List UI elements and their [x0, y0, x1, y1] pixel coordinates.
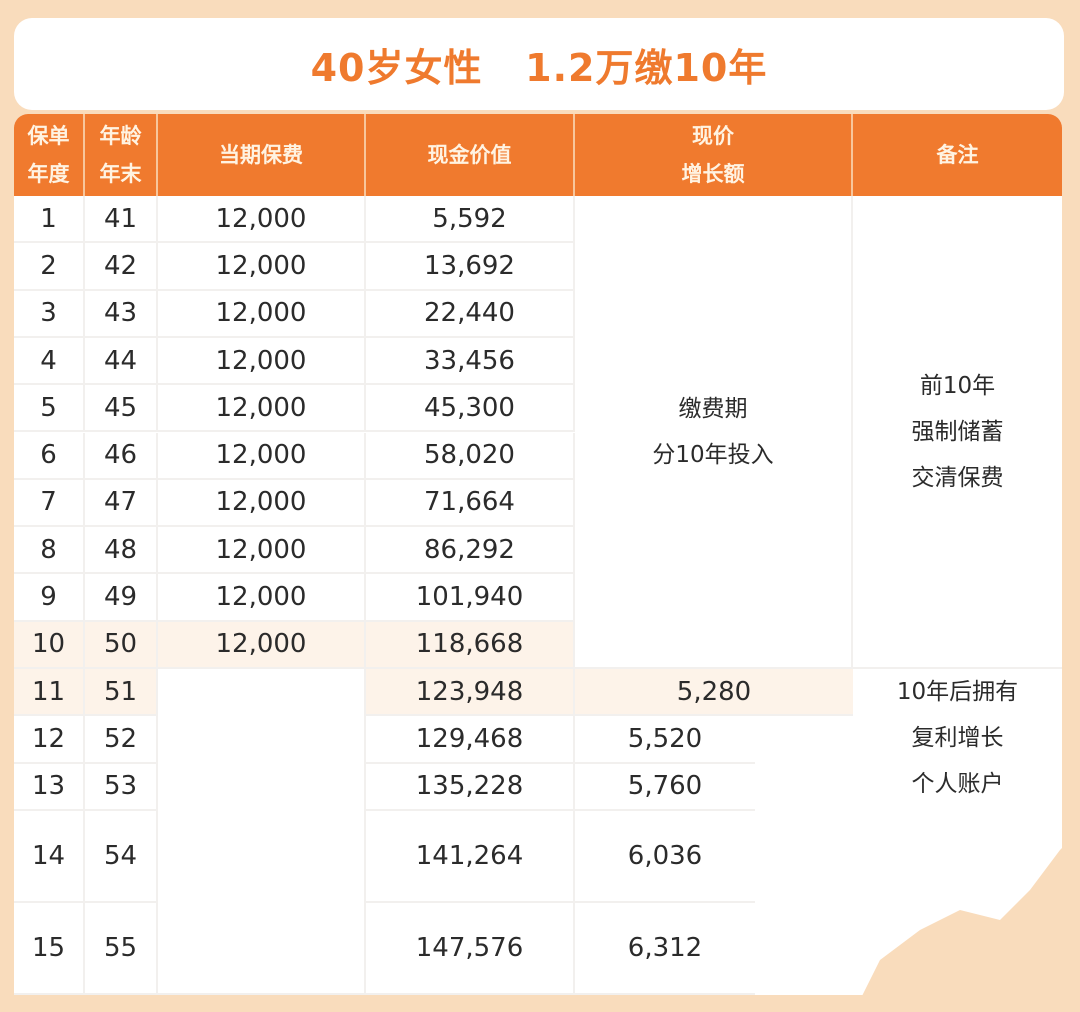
remark-merged-after-10-years: 10年后拥有 复利增长 个人账户: [853, 669, 1062, 811]
cell-growth: 5,520: [575, 716, 755, 764]
remark-merged-first-10-years: 前10年 强制储蓄 交清保费: [853, 196, 1062, 669]
cell-age: 47: [85, 479, 158, 528]
cell-age: 54: [85, 810, 158, 903]
cell-age: 41: [85, 196, 158, 244]
cell-cash-value: 101,940: [366, 574, 575, 622]
cell-policy-year: 9: [14, 574, 85, 622]
cell-age: 43: [85, 290, 158, 338]
cell-age: 50: [85, 621, 158, 669]
cell-policy-year: 3: [14, 290, 85, 338]
header-line: 备注: [936, 143, 979, 167]
header-line: 当期保费: [219, 143, 303, 167]
header-line: 现价: [692, 124, 734, 148]
cell-age: 52: [85, 716, 158, 764]
cell-premium: 12,000: [158, 527, 366, 575]
header-premium: 当期保费: [158, 114, 366, 196]
header-line: 年末: [99, 162, 142, 186]
note-line: 前10年: [919, 372, 996, 399]
cell-policy-year: 12: [14, 716, 85, 764]
header-policy-year: 保单 年度: [14, 114, 85, 196]
cell-policy-year: 2: [14, 243, 85, 291]
cash-value-table: 保单 年度 年龄 年末 当期保费 现金价值 现价 增长额 备注 缴费期 分10年…: [14, 114, 1062, 995]
cell-cash-value: 86,292: [366, 527, 575, 575]
cell-premium: 12,000: [158, 621, 366, 669]
cell-cash-value: 141,264: [366, 810, 575, 903]
cell-growth: 5,760: [575, 764, 755, 811]
cell-premium: 12,000: [158, 243, 366, 291]
header-line: 保单: [27, 124, 70, 148]
cell-age: 55: [85, 902, 158, 995]
cell-premium: 12,000: [158, 196, 366, 244]
title-card: 40岁女性 1.2万缴10年: [14, 18, 1064, 110]
growth-merged-payment-period: 缴费期 分10年投入: [575, 196, 853, 669]
note-line: 强制储蓄: [911, 418, 1004, 445]
note-line: 复利增长: [911, 725, 1004, 751]
cell-age: 44: [85, 337, 158, 386]
cell-premium: 12,000: [158, 385, 366, 433]
cell-age: 45: [85, 385, 158, 433]
cell-cash-value: 135,228: [366, 763, 575, 811]
note-line: 分10年投入: [652, 441, 774, 468]
cell-policy-year: 15: [14, 902, 85, 995]
cell-policy-year: 6: [14, 432, 85, 480]
cell-policy-year: 13: [14, 763, 85, 811]
header-cash-value: 现金价值: [366, 114, 575, 196]
header-line: 增长额: [681, 162, 745, 186]
cell-policy-year: 7: [14, 479, 85, 528]
header-line: 年度: [27, 162, 70, 186]
cell-policy-year: 11: [14, 669, 85, 717]
premium-empty-merged: [158, 669, 366, 995]
cell-age: 49: [85, 574, 158, 622]
header-remark: 备注: [853, 114, 1062, 196]
cell-policy-year: 4: [14, 337, 85, 386]
cell-cash-value: 13,692: [366, 243, 575, 291]
cell-cash-value: 58,020: [366, 432, 575, 480]
torn-paper-decoration: [860, 840, 1070, 1000]
header-line: 年龄: [99, 124, 142, 148]
cell-growth: 5,280: [575, 669, 853, 717]
note-line: 个人账户: [911, 771, 1004, 797]
cell-age: 46: [85, 432, 158, 480]
cell-premium: 12,000: [158, 290, 366, 338]
cell-age: 51: [85, 669, 158, 717]
header-growth: 现价 增长额: [575, 114, 853, 196]
cell-policy-year: 10: [14, 621, 85, 669]
cell-age: 53: [85, 763, 158, 811]
cell-growth: 6,312: [575, 903, 755, 995]
cell-policy-year: 5: [14, 385, 85, 433]
header-age: 年龄 年末: [85, 114, 158, 196]
cell-cash-value: 147,576: [366, 902, 575, 995]
cell-cash-value: 45,300: [366, 385, 575, 433]
cell-premium: 12,000: [158, 479, 366, 528]
cell-policy-year: 8: [14, 527, 85, 575]
cell-cash-value: 118,668: [366, 621, 575, 669]
cell-cash-value: 33,456: [366, 337, 575, 386]
cell-cash-value: 71,664: [366, 479, 575, 528]
cell-age: 42: [85, 243, 158, 291]
note-line: 交清保费: [911, 464, 1004, 491]
cell-premium: 12,000: [158, 574, 366, 622]
cell-policy-year: 1: [14, 196, 85, 244]
cell-cash-value: 129,468: [366, 716, 575, 764]
cell-cash-value: 22,440: [366, 290, 575, 338]
cell-policy-year: 14: [14, 810, 85, 903]
page-title: 40岁女性 1.2万缴10年: [310, 45, 768, 90]
cell-cash-value: 123,948: [366, 669, 575, 717]
cell-growth: 6,036: [575, 811, 755, 903]
cell-premium: 12,000: [158, 432, 366, 480]
cell-premium: 12,000: [158, 337, 366, 386]
cell-cash-value: 5,592: [366, 196, 575, 244]
cell-age: 48: [85, 527, 158, 575]
header-line: 现金价值: [427, 143, 512, 167]
note-line: 10年后拥有: [896, 679, 1019, 705]
note-line: 缴费期: [678, 395, 748, 422]
